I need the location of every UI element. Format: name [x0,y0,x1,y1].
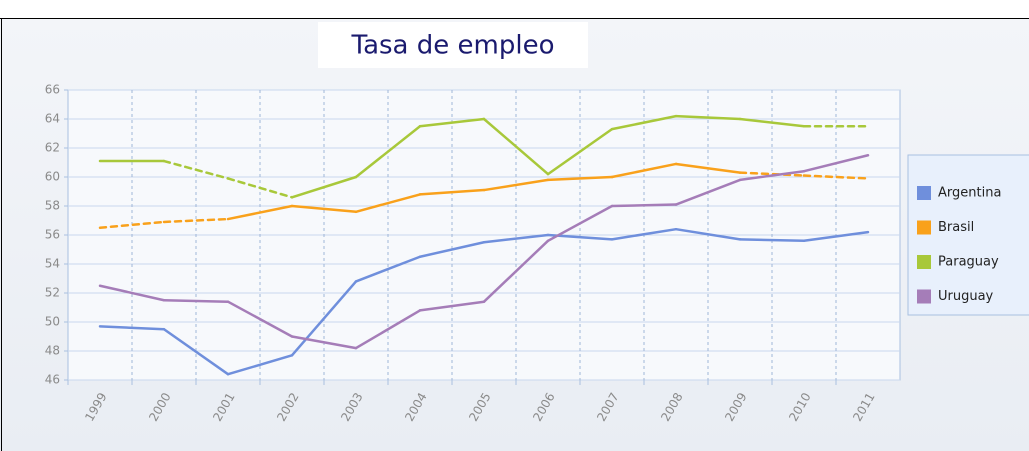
legend-label: Paraguay [938,255,999,270]
series-segment [98,325,166,331]
series-segment [418,117,486,128]
series-segment [674,227,742,241]
y-tick-label: 62 [45,141,60,155]
series-segment [226,177,294,199]
series-segment [98,284,166,302]
series-segment [610,227,678,241]
series-segment [290,204,358,214]
y-tick-label: 58 [45,199,60,213]
series-segment [610,114,678,131]
series-segment [290,175,358,199]
series-segment [418,188,486,196]
series-segment [482,239,550,303]
y-tick-label: 46 [45,373,60,387]
series-segment [802,230,870,243]
legend-label: Uruguay [938,289,994,304]
series-segment [162,159,230,180]
legend-label: Brasil [938,220,974,235]
y-tick-label: 48 [45,344,60,358]
series-segment [546,127,614,176]
legend-label: Argentina [938,186,1001,201]
series-segment [162,217,230,224]
series-segment [354,255,422,283]
series-segment [482,233,550,244]
y-tick-label: 66 [45,83,60,97]
chart-title: Tasa de empleo [351,31,555,61]
series-segment [418,300,486,312]
legend-swatch [917,186,931,200]
series-segment [802,154,870,173]
series-segment [482,117,550,176]
legend-box [907,154,1029,316]
series-segment [290,335,358,350]
series-segment [674,162,742,174]
series-segment [418,241,486,258]
series-segment [354,125,422,179]
series-segment [546,175,614,182]
series-segment [226,204,294,221]
series-segment [610,203,678,208]
y-tick-label: 56 [45,228,60,242]
series-segment [290,280,358,357]
series-segment [162,299,230,303]
y-tick-label: 52 [45,286,60,300]
series-segment [738,117,806,128]
series-segment [610,162,678,179]
series-segment [802,174,870,180]
title-box [318,22,588,68]
legend-swatch [917,220,931,235]
series-segment [738,238,806,243]
y-tick-label: 64 [45,112,60,126]
series-segment [98,220,166,229]
legend-swatch [917,289,931,304]
series-segment [162,328,230,376]
series-segment [226,354,294,376]
y-tick-label: 50 [45,315,60,329]
legend-swatch [917,255,931,269]
series-segment [674,178,742,206]
series-segment [674,114,742,121]
y-tick-label: 54 [45,257,60,271]
series-segment [226,300,294,338]
series-segment [738,171,806,177]
series-segment [482,178,550,192]
y-tick-label: 60 [45,170,60,184]
series-segment [738,169,806,182]
series-segment [546,204,614,243]
series-segment [354,193,422,214]
series-segment [354,309,422,350]
